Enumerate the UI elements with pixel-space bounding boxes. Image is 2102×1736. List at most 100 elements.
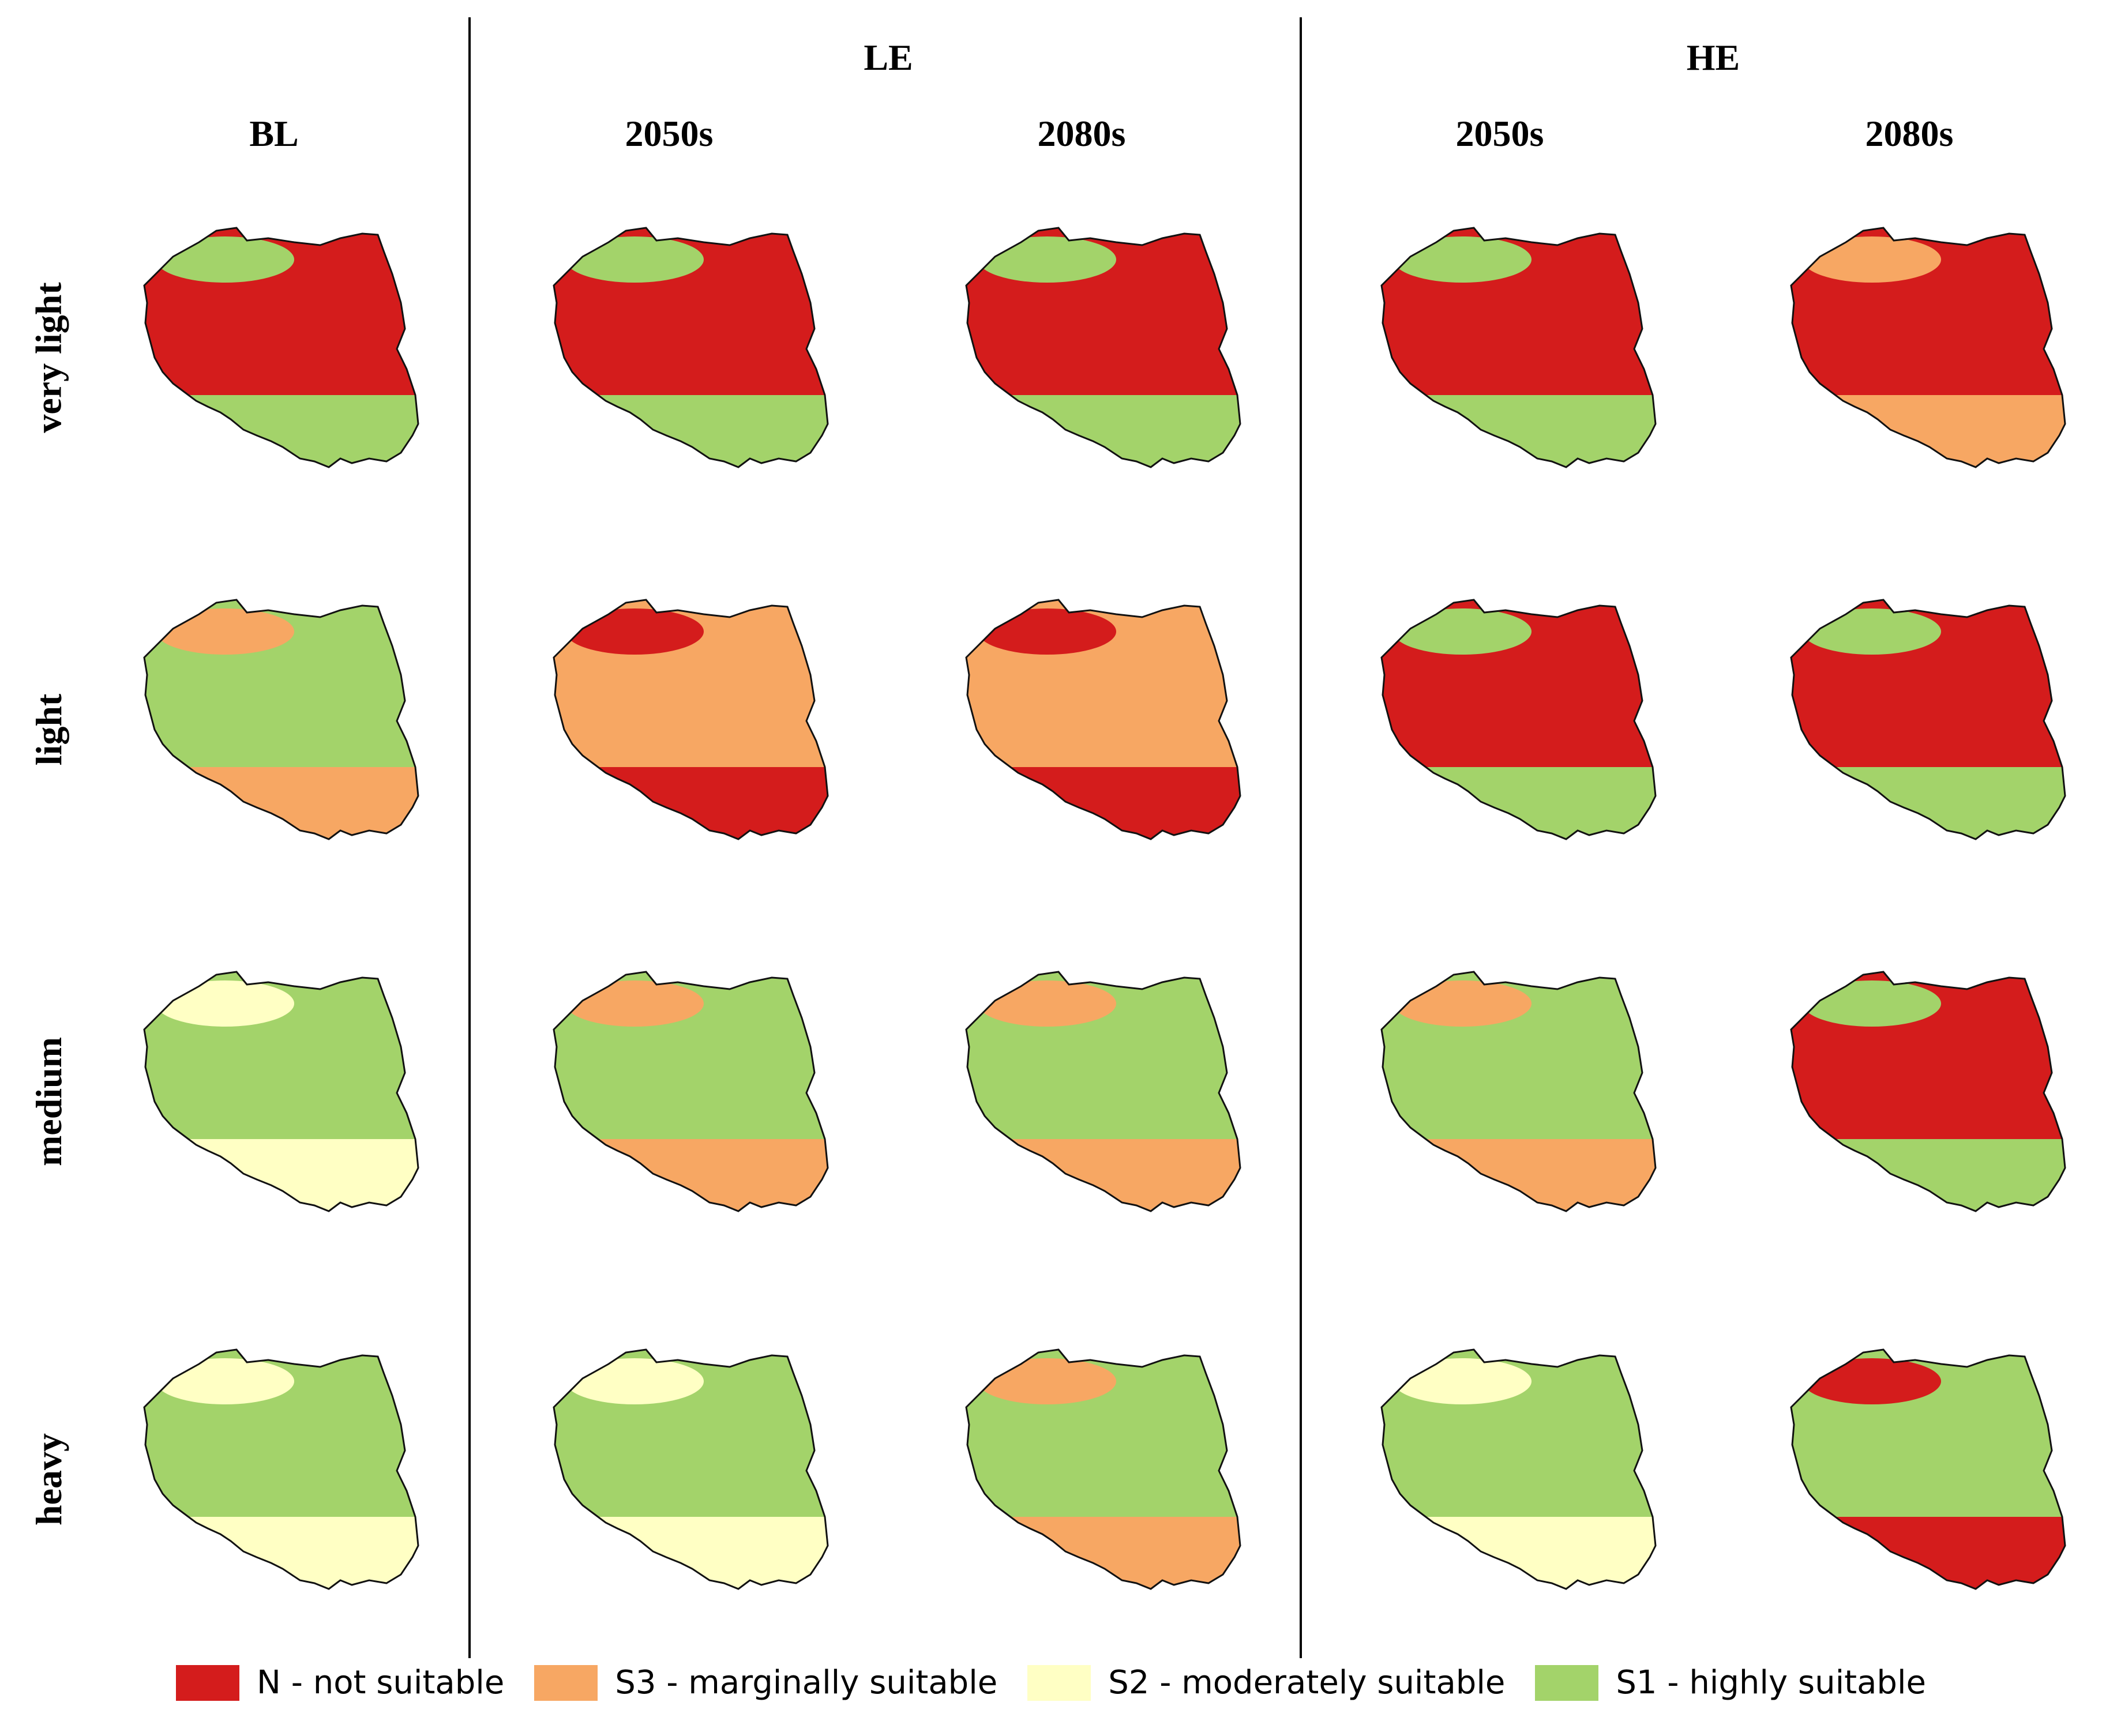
legend-item-s1: S1 - highly suitable [1535,1664,1926,1701]
legend-label-s3: S3 - marginally suitable [615,1664,998,1701]
secondary-class-area [565,608,704,655]
secondary-class-area [565,1358,704,1404]
country-outline [1380,971,1657,1212]
map-cell [1739,551,2097,891]
poland-suitability-map [143,227,419,468]
secondary-class-area [1803,980,1941,1027]
map-cell [1330,1301,1687,1641]
secondary-class-area [1803,236,1941,283]
row-label-very-light: very light [28,282,69,433]
country-outline [965,1348,1241,1590]
poland-suitability-map [1380,1348,1657,1590]
secondary-class-area [1791,767,2065,839]
secondary-class-area [1791,395,2065,467]
column-header-le-2050s: 2050s [625,113,714,154]
legend-swatch-s2 [1027,1664,1091,1701]
map-cell [1330,923,1687,1263]
secondary-class-area [156,1358,294,1404]
secondary-class-area [1382,395,1656,467]
secondary-class-area [565,236,704,283]
secondary-class-area [1393,236,1532,283]
country-outline [965,227,1241,468]
legend: N - not suitable S3 - marginally suitabl… [0,1664,2102,1701]
secondary-class-area [144,395,418,467]
poland-suitability-map [1380,599,1657,840]
secondary-class-area [978,980,1116,1027]
country-outline [1790,227,2066,468]
secondary-class-area [144,1517,418,1589]
secondary-class-area [966,767,1240,839]
country-outline [965,599,1241,840]
secondary-class-area [1803,608,1941,655]
poland-suitability-map [553,971,829,1212]
secondary-class-area [966,395,1240,467]
separator-le-he [1300,17,1302,1658]
column-header-bl: BL [249,113,299,154]
column-header-he-2080s: 2080s [1865,113,1954,154]
poland-suitability-map [1790,599,2066,840]
secondary-class-area [144,1139,418,1211]
poland-suitability-map [1790,1348,2066,1590]
poland-suitability-map [1790,227,2066,468]
poland-suitability-map [965,227,1241,468]
secondary-class-area [1382,767,1656,839]
map-cell [1330,179,1687,519]
legend-item-s2: S2 - moderately suitable [1027,1664,1505,1701]
map-cell [502,551,859,891]
poland-suitability-map [553,227,829,468]
country-outline [553,227,829,468]
country-outline [1380,599,1657,840]
map-cell [92,1301,450,1641]
map-cell [914,179,1272,519]
secondary-class-area [1382,1139,1656,1211]
poland-suitability-map [965,599,1241,840]
country-outline [553,599,829,840]
secondary-class-area [966,1139,1240,1211]
country-outline [1380,1348,1657,1590]
row-label-light: light [28,693,69,766]
secondary-class-area [554,395,828,467]
legend-item-n: N - not suitable [176,1664,504,1701]
map-cell [92,551,450,891]
secondary-class-area [978,1358,1116,1404]
legend-label-s2: S2 - moderately suitable [1108,1664,1506,1701]
secondary-class-area [554,767,828,839]
map-cell [914,1301,1272,1641]
secondary-class-area [1791,1139,2065,1211]
secondary-class-area [144,767,418,839]
map-cell [92,179,450,519]
legend-swatch-s1 [1535,1664,1599,1701]
row-label-heavy: heavy [28,1433,69,1525]
country-outline [1790,971,2066,1212]
country-outline [143,1348,419,1590]
secondary-class-area [156,980,294,1027]
poland-suitability-map [1790,971,2066,1212]
secondary-class-area [1803,1358,1941,1404]
secondary-class-area [966,1517,1240,1589]
secondary-class-area [978,236,1116,283]
secondary-class-area [1393,608,1532,655]
poland-suitability-map [143,1348,419,1590]
secondary-class-area [554,1139,828,1211]
country-outline [1380,227,1657,468]
country-outline [1790,1348,2066,1590]
map-cell [1330,551,1687,891]
secondary-class-area [1791,1517,2065,1589]
map-cell [914,923,1272,1263]
poland-suitability-map [1380,971,1657,1212]
secondary-class-area [565,980,704,1027]
secondary-class-area [156,608,294,655]
poland-suitability-map [553,599,829,840]
map-cell [502,179,859,519]
secondary-class-area [1382,1517,1656,1589]
poland-suitability-map [143,971,419,1212]
map-cell [502,923,859,1263]
map-cell [914,551,1272,891]
country-outline [143,599,419,840]
secondary-class-area [1393,1358,1532,1404]
poland-suitability-map [965,1348,1241,1590]
secondary-class-area [156,236,294,283]
poland-suitability-map [965,971,1241,1212]
secondary-class-area [978,608,1116,655]
country-outline [143,227,419,468]
